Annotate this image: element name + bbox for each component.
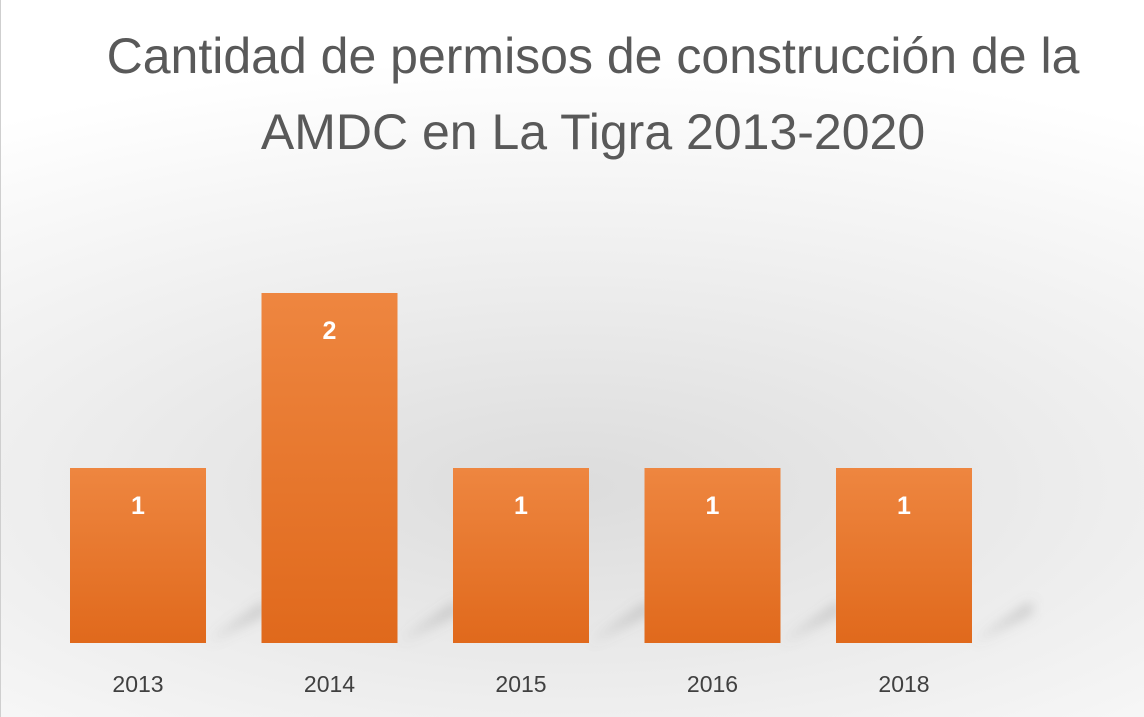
data-label-2013: 1	[131, 492, 145, 520]
data-label-2015: 1	[514, 492, 528, 520]
bar-2013[interactable]	[70, 468, 206, 643]
bar-shadow-2013	[206, 601, 266, 643]
data-label-2018: 1	[897, 492, 911, 520]
chart-title: Cantidad de permisos de construcción de …	[106, 28, 1080, 160]
x-tick-label-2018: 2018	[878, 671, 929, 697]
bar-2015[interactable]	[453, 468, 589, 643]
x-axis-tick-labels: 2013 2014 2015 2016 2018	[112, 671, 929, 697]
x-tick-label-2013: 2013	[112, 671, 163, 697]
bar-2014[interactable]	[261, 293, 398, 643]
bar-2016[interactable]	[644, 468, 781, 643]
bar-shadow-2016	[780, 601, 841, 643]
x-tick-label-2016: 2016	[687, 671, 738, 697]
x-tick-label-2014: 2014	[304, 671, 355, 697]
data-label-2016: 1	[706, 492, 720, 520]
data-label-2014: 2	[323, 317, 337, 345]
x-tick-label-2015: 2015	[495, 671, 546, 697]
bar-2018[interactable]	[836, 468, 972, 643]
bars	[70, 293, 972, 643]
bar-shadows	[206, 601, 1032, 643]
bar-shadow-2018	[972, 601, 1032, 643]
bar-shadow-2014	[397, 601, 458, 643]
bar-shadow-2015	[589, 601, 649, 643]
data-labels: 1 2 1 1 1	[131, 317, 911, 520]
